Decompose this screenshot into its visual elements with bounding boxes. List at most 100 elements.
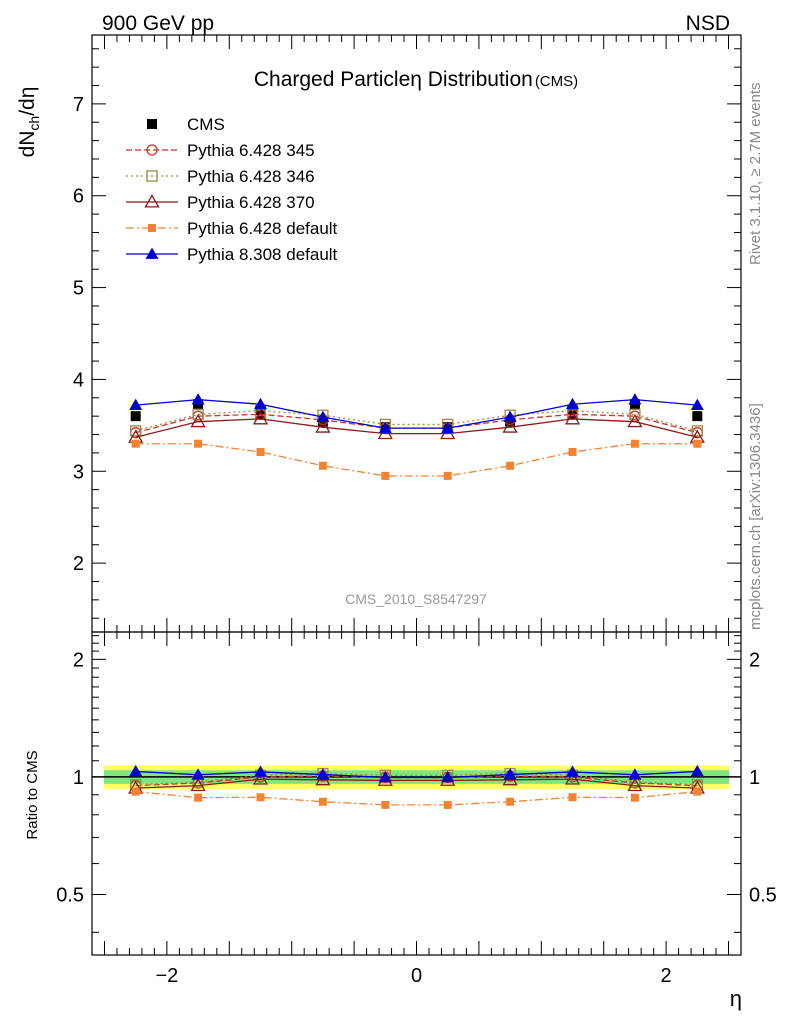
ratio-point-p8def: [628, 768, 642, 780]
ratio-line-p8def: [135, 770, 698, 779]
header-left: 900 GeV pp: [102, 12, 214, 35]
header-right: NSD: [686, 12, 730, 35]
ratio-point-p6def: [568, 793, 577, 802]
legend-marker-cms: [147, 119, 157, 129]
main-point-p370: [315, 419, 331, 433]
main-point-p8def: [690, 398, 704, 411]
ratio-xtick-label: 0: [411, 965, 422, 987]
chart-title-suffix: (CMS): [535, 73, 578, 90]
main-ytick-label: 2: [73, 553, 84, 575]
watermark: CMS_2010_S8547297: [345, 591, 487, 607]
ratio-point-p6def: [131, 787, 140, 796]
legend-item-cms: CMS: [147, 115, 225, 134]
ratio-point-p8def: [316, 768, 330, 780]
main-point-p6def: [630, 439, 639, 448]
ratio-point-p6def: [443, 800, 452, 809]
legend-label-p8def: Pythia 8.308 default: [187, 245, 338, 264]
ratio-line-p370: [135, 778, 698, 789]
ratio-ytick-label: 0.5: [56, 885, 84, 907]
ratio-point-p8def: [253, 765, 267, 777]
main-point-cms: [130, 411, 141, 422]
legend-label-cms: CMS: [187, 115, 225, 134]
ratio-point-p8def: [378, 770, 392, 783]
ratio-point-p370: [252, 771, 269, 785]
legend-marker-p370: [144, 194, 160, 208]
main-point-p8def: [191, 393, 205, 405]
main-point-p6def: [194, 439, 203, 448]
y-axis-label: dNch/dη: [16, 87, 42, 158]
ratio-point-p8def: [191, 768, 205, 780]
ratio-point-p6def: [381, 800, 390, 809]
main-point-p8def: [378, 421, 392, 433]
ratio-point-p6def: [693, 787, 702, 796]
main-point-p8def: [566, 397, 580, 410]
legend-label-p346: Pythia 6.428 346: [187, 167, 315, 186]
ratio-xtick-label: 2: [661, 965, 672, 987]
main-point-p6def: [506, 461, 515, 470]
main-point-p6def: [443, 471, 452, 480]
ratio-series-p8def: [129, 764, 704, 783]
ratio-series-p6def: [131, 787, 702, 809]
main-point-p370: [627, 413, 643, 428]
chart-title: Charged Particleη Distribution (CMS): [254, 68, 578, 91]
side-label-mcplots: mcplots.cern.ch [arXiv:1306.3436]: [747, 403, 764, 630]
legend-item-p370: Pythia 6.428 370: [126, 193, 315, 212]
legend-item-p6def: Pythia 6.428 default: [126, 219, 338, 238]
main-line-p6def: [135, 443, 698, 477]
ratio-point-p6def: [194, 793, 203, 802]
main-point-p6def: [381, 471, 390, 480]
main-series: [128, 393, 705, 480]
main-ytick-label: 3: [73, 461, 84, 483]
main-point-p6def: [318, 461, 327, 470]
main-line-p8def: [135, 398, 698, 429]
y-axis-label-sub: ch: [26, 116, 42, 131]
main-point-p346: [130, 425, 142, 437]
legend-item-p8def: Pythia 8.308 default: [126, 245, 338, 264]
ratio-point-p370: [627, 777, 643, 792]
ratio-point-p6def: [318, 797, 327, 806]
ratio-frame: [91, 631, 742, 956]
ratio-ytick-label-right: 0.5: [749, 885, 777, 907]
main-line-p370: [135, 418, 698, 438]
main-point-p370: [502, 419, 518, 433]
main-point-p8def: [628, 393, 642, 405]
main-point-p370: [190, 413, 206, 428]
main-point-cms: [692, 411, 703, 422]
main-line-p346: [135, 409, 698, 432]
legend-marker-p345: [146, 144, 158, 156]
ratio-point-p6def: [630, 793, 639, 802]
legend-label-p6def: Pythia 6.428 default: [187, 219, 338, 238]
main-ytick-label: 5: [73, 278, 84, 300]
legend-item-p345: Pythia 6.428 345: [126, 141, 315, 160]
ratio-ytick-label-right: 2: [749, 649, 760, 671]
main-ytick-label: 4: [73, 369, 84, 391]
main-point-p6def: [693, 439, 702, 448]
main-point-cms: [567, 409, 578, 420]
ratio-point-p6def: [256, 793, 265, 802]
legend-label-p345: Pythia 6.428 345: [187, 141, 315, 160]
main-ytick-label: 6: [73, 186, 84, 208]
y-axis-label-main: dN: [16, 131, 39, 158]
main-series-p8def: [129, 393, 704, 433]
ratio-point-p370: [564, 771, 581, 785]
ratio-xtick-label: −2: [155, 965, 178, 987]
main-series-p370: [128, 411, 705, 443]
main-point-p6def: [568, 447, 577, 456]
main-point-p6def: [256, 447, 265, 456]
main-point-p8def: [253, 397, 267, 410]
ratio-point-p8def: [690, 764, 704, 777]
main-series-p6def: [131, 439, 702, 480]
main-point-p370: [252, 411, 269, 425]
main-line-p345: [135, 413, 698, 434]
main-point-p8def: [316, 410, 330, 422]
main-point-p8def: [441, 421, 455, 433]
ratio-point-p370: [190, 777, 206, 792]
x-axis-label: η: [730, 986, 742, 1011]
main-point-p346: [192, 408, 204, 420]
main-ytick-label: 7: [73, 94, 84, 116]
ratio-ytick-label-right: 1: [749, 767, 760, 789]
legend-marker-p6def: [148, 224, 156, 232]
ratio-ytick-label: 1: [73, 767, 84, 789]
ratio-ylabel: Ratio to CMS: [24, 750, 41, 839]
side-label-rivet: Rivet 3.1.10, ≥ 2.7M events: [747, 83, 764, 266]
